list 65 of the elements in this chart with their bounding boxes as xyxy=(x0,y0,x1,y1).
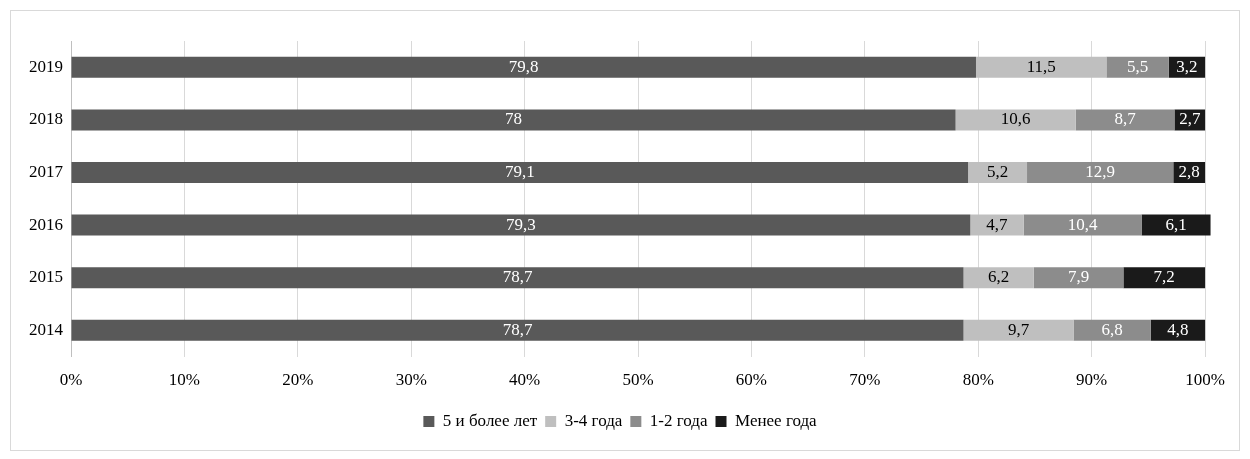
data-label: 2,7 xyxy=(1179,109,1201,129)
data-label: 5,2 xyxy=(986,161,1009,181)
bar xyxy=(71,267,964,289)
data-label: 10,4 xyxy=(1067,214,1098,234)
data-label: 79,3 xyxy=(506,214,536,234)
data-label: 5,5 xyxy=(1126,56,1149,76)
legend-label: 3-4 года xyxy=(564,410,623,430)
x-tick-label: 20% xyxy=(282,370,314,390)
data-label: 78,7 xyxy=(502,267,533,287)
bar xyxy=(955,109,1076,131)
data-label: 79,8 xyxy=(508,56,539,76)
data-label: 4,7 xyxy=(986,214,1009,234)
bar xyxy=(71,214,971,236)
y-tick-label: 2019 xyxy=(29,56,63,76)
bar xyxy=(963,267,1034,289)
bar xyxy=(975,56,1107,78)
x-tick-label: 10% xyxy=(168,370,200,390)
data-label: 9,7 xyxy=(1007,319,1030,339)
bar xyxy=(1106,56,1169,78)
bar xyxy=(71,109,956,131)
legend-label: 1-2 года xyxy=(649,410,708,430)
bar xyxy=(968,161,1028,184)
legend-label: Менее года xyxy=(735,410,818,430)
bar xyxy=(970,214,1024,236)
bar xyxy=(71,56,976,78)
x-tick-label: 100% xyxy=(1185,370,1225,390)
x-tick-label: 80% xyxy=(962,370,994,390)
bar xyxy=(1073,319,1151,341)
y-tick-label: 2014 xyxy=(29,319,64,339)
data-label: 7,9 xyxy=(1068,267,1090,287)
y-tick-label: 2017 xyxy=(29,161,64,181)
data-label: 79,1 xyxy=(504,161,535,181)
data-label: 11,5 xyxy=(1026,56,1056,76)
data-label: 6,1 xyxy=(1165,214,1187,234)
data-label: 78 xyxy=(505,109,523,129)
x-tick-label: 70% xyxy=(849,370,881,390)
data-label: 2,8 xyxy=(1178,161,1200,181)
data-label: 8,7 xyxy=(1114,109,1137,129)
bar xyxy=(71,319,964,341)
y-tick-label: 2015 xyxy=(29,267,63,287)
bar xyxy=(1075,109,1175,131)
legend-label: 5 и более лет xyxy=(442,410,538,430)
data-label: 10,6 xyxy=(1000,109,1031,129)
data-label: 3,2 xyxy=(1176,56,1198,76)
y-tick-label: 2018 xyxy=(29,109,63,129)
x-tick-label: 60% xyxy=(735,370,768,390)
data-label: 12,9 xyxy=(1085,161,1116,181)
y-tick-label: 2016 xyxy=(29,214,63,234)
x-tick-label: 30% xyxy=(395,370,427,390)
data-label: 6,2 xyxy=(988,267,1010,287)
x-tick-label: 90% xyxy=(1076,370,1108,390)
data-label: 4,8 xyxy=(1167,319,1189,339)
bar xyxy=(1123,267,1206,289)
bar xyxy=(1027,161,1174,184)
x-tick-label: 40% xyxy=(509,370,541,390)
bar xyxy=(963,319,1074,341)
bar xyxy=(1023,214,1142,236)
x-tick-label: 50% xyxy=(622,370,654,390)
data-label: 78,7 xyxy=(502,319,533,339)
data-label: 6,8 xyxy=(1101,319,1123,339)
data-label: 7,2 xyxy=(1153,267,1175,287)
bar xyxy=(1141,214,1211,236)
bar xyxy=(1033,267,1124,289)
bar xyxy=(71,161,969,184)
x-tick-label: 0% xyxy=(59,370,83,390)
